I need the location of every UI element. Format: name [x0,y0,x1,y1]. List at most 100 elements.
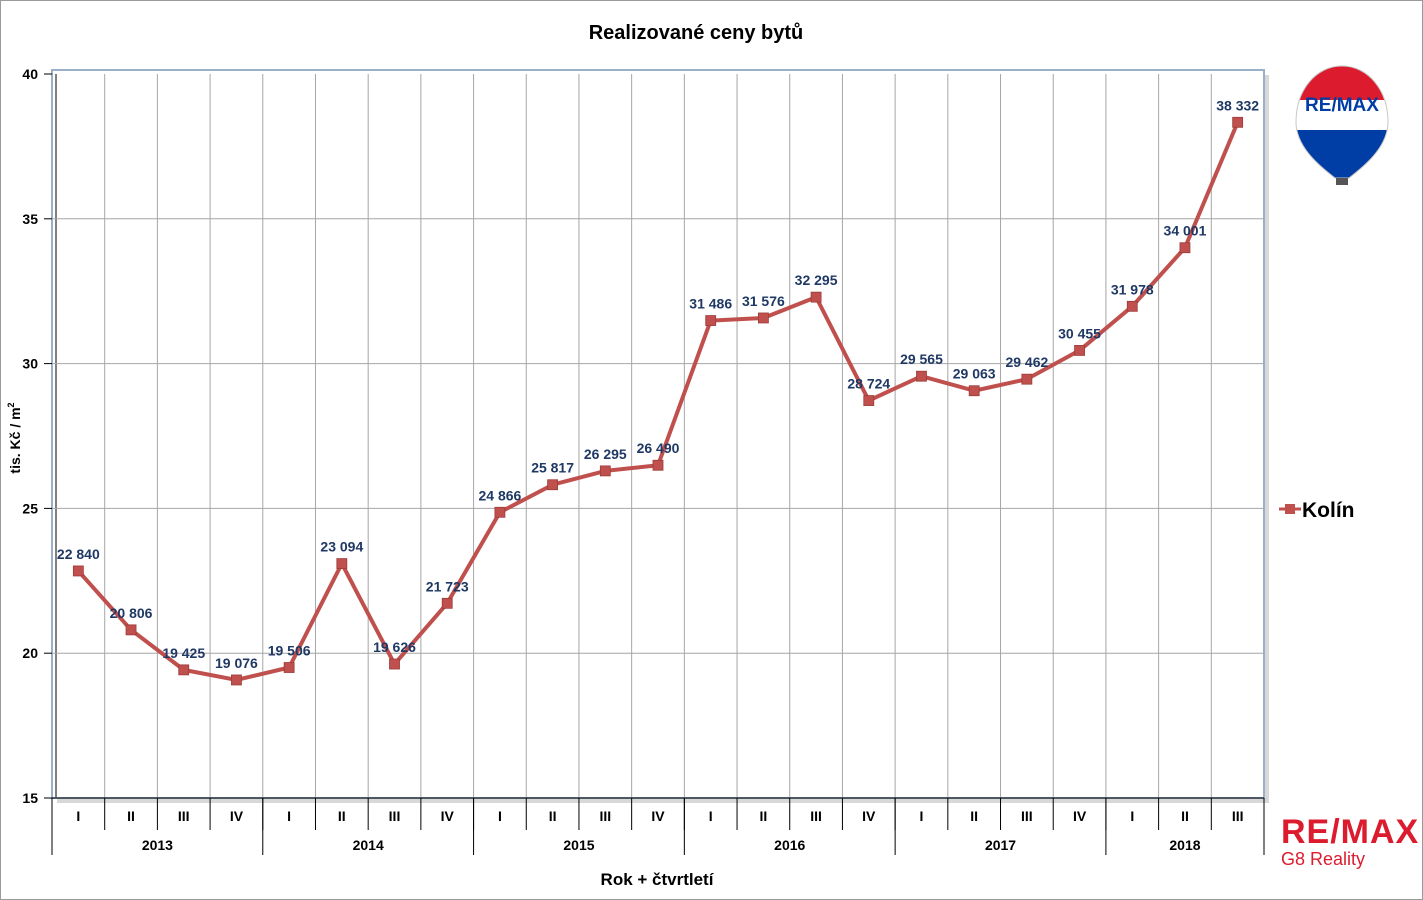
x-axis-title: Rok + čtvrtletí [601,870,715,889]
y-tick-label: 20 [22,645,38,661]
data-point [1179,242,1191,254]
x-tick-label-quarter: III [178,808,190,824]
brand-logo: RE/MAX G8 Reality [1281,813,1420,869]
x-tick-label-year: 2018 [1169,837,1200,853]
brand-subtitle: G8 Reality [1281,849,1366,869]
data-point [441,597,453,609]
y-axis-title-text: tis. Kč / m [7,407,23,473]
x-tick-label-quarter: I [287,808,291,824]
data-label: 19 506 [268,643,311,659]
x-tick-label-quarter: II [970,808,978,824]
data-point [125,624,137,636]
data-label: 20 806 [110,605,153,621]
data-label: 31 978 [1111,281,1154,297]
x-tick-label-quarter: III [1021,808,1033,824]
x-tick-label-quarter: IV [862,808,876,824]
data-point [705,315,717,326]
y-tick-label: 35 [22,211,38,227]
x-tick-label-quarter: I [76,808,80,824]
data-label: 29 565 [900,351,943,367]
data-point [72,565,84,577]
grid [52,74,1264,798]
data-point [547,479,559,491]
x-tick-label-quarter: IV [1073,808,1087,824]
x-tick-label-quarter: III [389,808,401,824]
data-point [968,385,980,397]
x-tick-label-quarter: IV [441,808,455,824]
data-point [1232,116,1244,128]
data-point [336,558,348,569]
data-label: 21 723 [426,578,469,594]
data-label: 30 455 [1058,325,1101,341]
data-label: 19 425 [162,645,205,661]
legend: Kolín [1279,499,1355,522]
plot-area [51,69,1265,799]
data-point [494,506,506,518]
x-tick-label-quarter: IV [230,808,244,824]
data-label: 31 486 [689,296,732,312]
x-tick-label-quarter: II [338,808,346,824]
y-axis-title-sup: 2 [6,402,16,407]
x-tick-label-quarter: I [920,808,924,824]
data-point [757,312,769,324]
data-label: 26 295 [584,446,627,462]
data-label: 31 576 [742,293,785,309]
x-tick-label-quarter: IV [651,808,665,824]
x-tick-label-quarter: III [810,808,822,824]
data-label: 19 076 [215,655,258,671]
data-point [283,662,295,673]
data-point [1074,345,1085,356]
data-label: 29 462 [1005,354,1048,370]
data-point [599,465,611,477]
data-point [178,664,190,676]
data-label: 38 332 [1216,97,1259,113]
x-tick-label-quarter: I [498,808,502,824]
x-tick-label-quarter: II [760,808,768,824]
data-point [389,658,400,670]
data-label: 19 626 [373,639,416,655]
x-tick-label-year: 2017 [985,837,1016,853]
data-point [1126,300,1138,312]
y-tick-label: 15 [22,790,38,806]
x-tick-label-quarter: II [549,808,557,824]
balloon-logo: RE/MAX [1295,65,1389,185]
data-label: 25 817 [531,460,574,476]
balloon-text: RE/MAX [1305,95,1379,116]
data-label: 34 001 [1164,223,1207,239]
y-axis-title: tis. Kč / m2 [6,402,23,473]
y-tick-label: 40 [22,66,38,82]
x-axis: I II III IV I II III IV I II III IV I II III IV I II III IV… [51,797,1265,855]
x-tick-label-quarter: II [127,808,135,824]
x-tick-label-quarter: II [1181,808,1189,824]
data-point [652,459,664,471]
data-label: 22 840 [57,546,100,562]
series-kolin: 22 840 20 806 19 425 19 076 19 506 23 094 19 6… [57,97,1259,686]
data-label: 32 295 [795,272,838,288]
data-point [810,291,822,303]
data-label: 29 063 [953,366,996,382]
data-point [863,395,875,406]
x-tick-label-year: 2015 [563,837,594,853]
x-tick-label-year: 2014 [353,837,384,853]
data-label: 26 490 [637,440,680,456]
data-label: 23 094 [320,539,363,555]
x-tick-label-year: 2013 [142,837,173,853]
data-label: 28 724 [847,376,890,392]
legend-marker [1285,504,1295,514]
chart-title: Realizované ceny bytů [589,22,804,44]
y-ticks: 15 20 25 30 35 40 [22,66,52,806]
x-tick-label-quarter: I [1130,808,1134,824]
x-tick-label-year: 2016 [774,837,805,853]
data-point [916,370,927,382]
x-tick-label-quarter: I [709,808,713,824]
data-point [231,674,242,686]
x-tick-label-quarter: III [1232,808,1244,824]
data-point [1021,373,1033,385]
data-label: 24 866 [478,487,521,503]
y-tick-label: 25 [22,500,38,516]
legend-label: Kolín [1302,499,1355,522]
x-tick-label-quarter: III [599,808,611,824]
balloon-basket [1336,178,1348,185]
brand-name: RE/MAX [1281,813,1420,851]
y-tick-label: 30 [22,356,38,372]
